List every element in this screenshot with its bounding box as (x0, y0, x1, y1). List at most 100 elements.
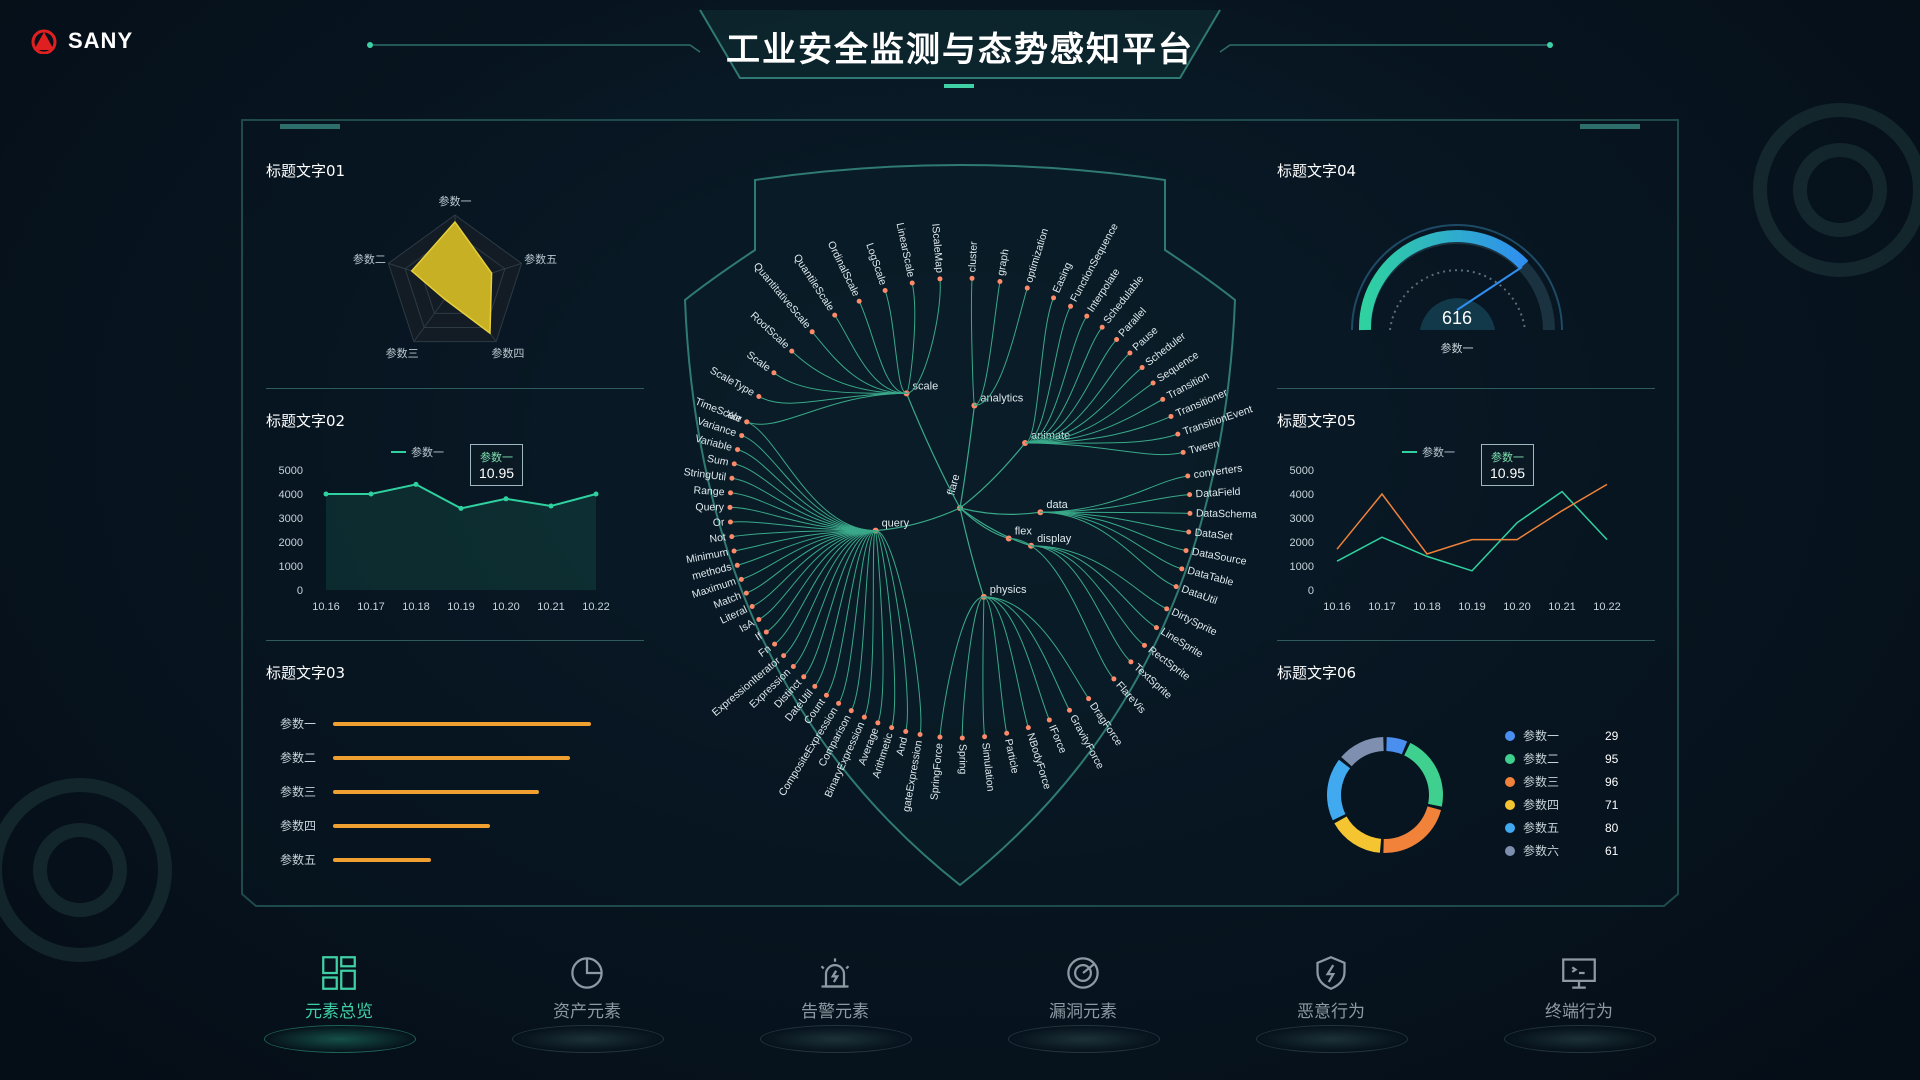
divider (1277, 388, 1655, 389)
panel-title-06: 标题文字06 (1277, 664, 1357, 682)
nav-pedestal (1008, 1025, 1160, 1053)
tree-leaf-label: And (894, 736, 910, 757)
tree-node (1153, 625, 1159, 631)
gauge-value: 616 (1441, 308, 1473, 328)
tree-node (1037, 509, 1044, 516)
tree-node (1187, 510, 1193, 516)
nav-item[interactable]: 漏洞元素 (1003, 955, 1163, 1053)
legend-value: 71 (1605, 797, 1619, 812)
tree-link (970, 278, 975, 407)
tree-node (729, 475, 735, 481)
tree-node (772, 641, 778, 647)
tree-link (1025, 339, 1117, 444)
legend-value: 80 (1605, 820, 1619, 835)
tree-link (974, 287, 1028, 407)
tree-node (1046, 717, 1052, 723)
tree-node (1164, 606, 1170, 612)
tree-node (917, 732, 923, 738)
y-tick-label: 0 (1308, 585, 1314, 597)
sany-logo-icon (31, 29, 57, 54)
tree-link (746, 421, 876, 532)
tree-leaf-label: Fn (756, 643, 773, 660)
nav-item[interactable]: 终端行为 (1499, 955, 1659, 1053)
tree-link (826, 530, 876, 696)
bar-label: 参数二 (279, 751, 316, 765)
tree-leaf-label: Spring (956, 744, 968, 775)
panel-title-03: 标题文字03 (266, 664, 346, 682)
tree-link (758, 530, 876, 620)
nav-pedestal (512, 1025, 664, 1053)
tree-link (863, 530, 877, 718)
donut-slice (1327, 759, 1351, 821)
tree-node (1084, 313, 1090, 319)
tree-link (959, 405, 975, 509)
tree-node (1168, 413, 1174, 419)
nav-pedestal (264, 1025, 416, 1053)
tree-node (832, 312, 838, 318)
tree-link (814, 530, 876, 687)
tree-branch-label: data (1046, 499, 1068, 511)
tree-node (731, 548, 737, 554)
tree-leaf-label: DataSource (1191, 546, 1248, 568)
tree-node (729, 534, 735, 540)
tree-link (1040, 511, 1189, 533)
x-tick-label: 10.21 (537, 601, 565, 613)
nav-item-label: 元素总览 (305, 1002, 373, 1022)
x-tick-label: 10.17 (1368, 601, 1396, 613)
tree-node (756, 617, 762, 623)
tree-leaf-label: StringUtil (683, 466, 727, 483)
y-tick-label: 4000 (1290, 489, 1314, 501)
chart-tooltip: 参数一 10.95 (470, 444, 524, 486)
tree-node (1128, 659, 1134, 665)
tree-link (906, 282, 916, 394)
tree-branch-label: scale (913, 380, 939, 392)
legend-item: 参数四 71 (1505, 796, 1618, 813)
tree-link (1031, 545, 1145, 646)
tree-link (1025, 367, 1143, 444)
tree-node (982, 734, 988, 740)
tree-node (836, 700, 842, 706)
tree-node (734, 562, 740, 568)
nav-item[interactable]: 告警元素 (755, 955, 915, 1053)
x-tick-label: 10.16 (312, 601, 340, 613)
tree-node (1068, 303, 1074, 309)
tree-node (969, 275, 975, 281)
nav-item[interactable]: 资产元素 (507, 955, 667, 1053)
tree-link (982, 596, 986, 737)
nav-item[interactable]: 元素总览 (259, 955, 419, 1053)
legend-dot (1505, 822, 1515, 833)
tree-node (1004, 730, 1010, 736)
tree-link (884, 290, 907, 394)
tree-link (959, 507, 1041, 515)
legend-item: 参数六 61 (1505, 842, 1618, 859)
x-tick-label: 10.20 (1503, 601, 1531, 613)
dashboard-grid-icon (322, 956, 356, 990)
nav-item[interactable]: 恶意行为 (1251, 955, 1411, 1053)
tree-link (875, 507, 961, 532)
bar (333, 790, 540, 794)
tree-node (801, 674, 807, 680)
series-line (1336, 483, 1608, 555)
alarm-siren-icon (820, 958, 850, 988)
tree-link (1008, 537, 1115, 680)
tree-node (738, 576, 744, 582)
tree-leaf-label: Query (695, 501, 724, 513)
series-line (1336, 490, 1608, 572)
tree-link (791, 350, 907, 394)
donut-slice (1404, 742, 1443, 807)
nav-item-label: 恶意行为 (1297, 1002, 1365, 1022)
tree-node (789, 348, 795, 354)
tree-link (961, 596, 985, 738)
x-tick-label: 10.18 (402, 601, 430, 613)
tree-node (875, 720, 881, 726)
legend-label: 参数一 (1523, 729, 1560, 743)
tree-node (903, 729, 909, 735)
tree-link (1031, 545, 1132, 663)
legend-dot (1505, 730, 1515, 741)
tree-link (905, 393, 961, 509)
data-point (458, 505, 464, 511)
tree-node (959, 735, 965, 741)
tree-node (781, 653, 787, 659)
radar-label: 参数三 (386, 346, 419, 360)
tree-link (939, 596, 984, 738)
